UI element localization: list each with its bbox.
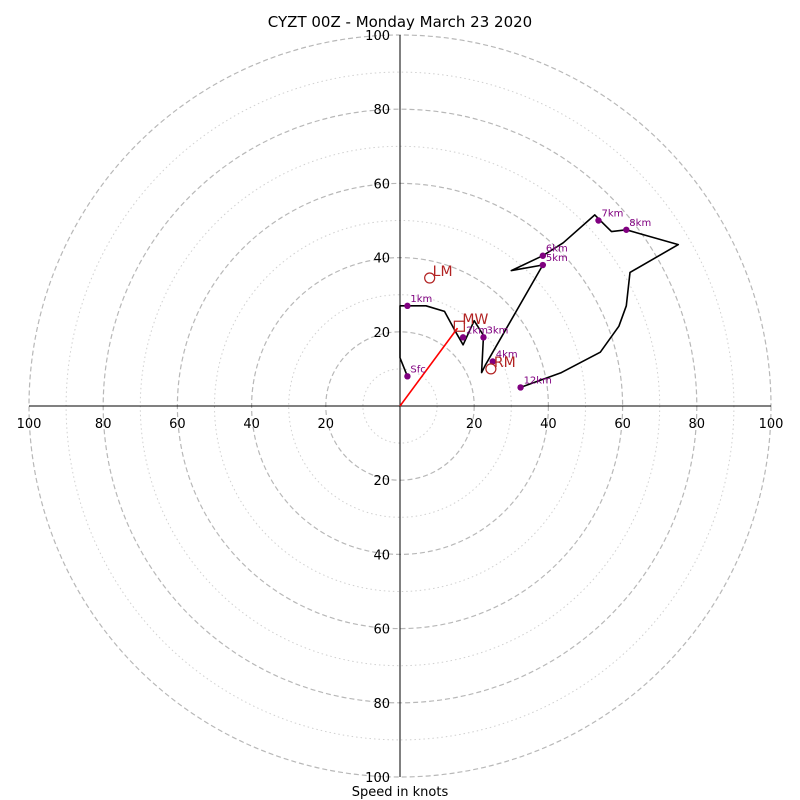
x-tick-label-right: 100	[759, 417, 784, 432]
x-tick-label-left: 60	[169, 417, 186, 432]
y-tick-label-down: 40	[373, 548, 390, 563]
storm-motion-label: RM	[494, 355, 516, 371]
height-point-label: Sfc	[410, 364, 425, 375]
storm-motion-markers: LM RM MW	[424, 264, 516, 375]
chart-title: CYZT 00Z - Monday March 23 2020	[268, 13, 532, 31]
storm-motion-marker	[485, 363, 497, 375]
y-tick-label-down: 20	[373, 474, 390, 489]
height-point-label: 7km	[601, 209, 623, 220]
y-tick-label-down: 60	[373, 623, 390, 638]
x-tick-label-left: 20	[318, 417, 335, 432]
storm-motion-label: MW	[462, 312, 488, 328]
y-tick-label-down: 80	[373, 697, 390, 712]
height-point-marker	[595, 217, 602, 224]
height-point-marker	[517, 384, 524, 391]
height-point-label: 2km	[466, 325, 488, 336]
storm-motion-label: LM	[433, 264, 453, 280]
x-tick-label-right: 40	[540, 417, 557, 432]
height-point-label: 5km	[546, 253, 568, 264]
x-tick-label-right: 60	[614, 417, 631, 432]
y-tick-label-up: 20	[373, 326, 390, 341]
height-point-label: 1km	[410, 294, 432, 305]
x-tick-label-left: 100	[17, 417, 42, 432]
axis-tick-labels: 20 20 20 20 40 40 40 40 60 60 60 60 80 80 80 80 100 100 10…	[17, 29, 784, 786]
height-point-label: 8km	[629, 218, 651, 229]
x-axis-label: Speed in knots	[352, 785, 449, 800]
hodograph-line	[399, 214, 680, 389]
x-tick-label-left: 80	[95, 417, 112, 432]
y-tick-label-up: 40	[373, 252, 390, 267]
mean-wind-vector	[399, 327, 459, 407]
storm-motion-marker	[453, 320, 465, 332]
height-point-marker	[539, 252, 547, 259]
height-point-marker	[404, 373, 411, 380]
mean-wind-vector-group	[399, 327, 459, 407]
y-tick-label-down: 100	[365, 771, 390, 786]
height-point-marker	[489, 358, 496, 365]
x-tick-label-left: 40	[243, 417, 260, 432]
height-point-label: 12km	[524, 375, 552, 386]
height-point-marker	[404, 302, 411, 310]
height-point-label: 6km	[546, 244, 568, 255]
y-tick-label-up: 100	[365, 29, 390, 44]
height-point-marker	[459, 334, 467, 341]
x-tick-label-right: 20	[466, 417, 483, 432]
height-point-marker	[623, 226, 630, 233]
height-point-marker	[539, 261, 547, 269]
y-tick-label-up: 60	[373, 177, 390, 192]
height-point-marker	[480, 334, 487, 341]
x-tick-label-right: 80	[689, 417, 706, 432]
y-tick-label-up: 80	[373, 103, 390, 118]
height-point-label: 3km	[486, 325, 508, 336]
storm-motion-marker	[424, 272, 436, 284]
height-point-label: 4km	[496, 349, 518, 360]
hodograph-trace-group	[399, 214, 680, 389]
